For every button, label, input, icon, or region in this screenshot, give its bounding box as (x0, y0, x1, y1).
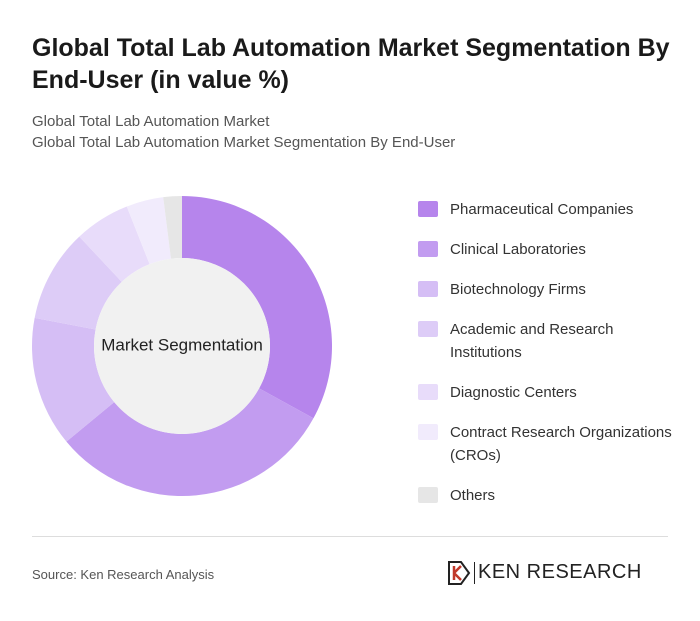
legend-item: Contract Research Organizations (CROs) (418, 421, 678, 467)
legend-label: Diagnostic Centers (450, 384, 577, 401)
legend-swatch (418, 321, 438, 337)
center-label: Market Segmentation (101, 335, 263, 354)
donut-slice (163, 196, 182, 259)
legend-label: Pharmaceutical Companies (450, 201, 634, 218)
legend-item: Others (418, 484, 678, 507)
brand-separator (474, 562, 475, 584)
legend-label: Academic and Research Institutions (450, 321, 614, 361)
legend-label: Biotechnology Firms (450, 281, 586, 298)
donut-chart: Market Segmentation (32, 196, 333, 496)
donut-slice (32, 317, 115, 442)
donut-slice (79, 206, 150, 282)
legend-swatch (418, 201, 438, 217)
chart-title: Global Total Lab Automation Market Segme… (32, 34, 670, 94)
legend-swatch (418, 241, 438, 257)
donut-hole (94, 258, 270, 434)
donut-slice (34, 236, 122, 330)
subtitle: Global Total Lab Automation Market Segme… (32, 134, 456, 151)
legend-item: Biotechnology Firms (418, 278, 678, 301)
donut-slice (126, 197, 171, 265)
legend-item: Academic and Research Institutions (418, 318, 678, 364)
donut-slice (182, 196, 333, 419)
divider (32, 536, 668, 537)
legend-swatch (418, 424, 438, 440)
legend-swatch (418, 487, 438, 503)
legend-swatch (418, 281, 438, 297)
legend-item: Pharmaceutical Companies (418, 198, 678, 221)
brand-icon (448, 561, 471, 585)
legend-item: Diagnostic Centers (418, 381, 678, 404)
source: Source: Ken Research Analysis (32, 567, 215, 582)
legend-swatch (418, 384, 438, 400)
legend-label: Clinical Laboratories (450, 241, 586, 258)
legend: Pharmaceutical Companies Clinical Laborat… (418, 198, 678, 524)
legend-label: Contract Research Organizations (CROs) (450, 424, 672, 464)
legend-item: Clinical Laboratories (418, 238, 678, 261)
brand: KEN RESEARCH (478, 561, 642, 583)
legend-label: Others (450, 487, 496, 504)
donut-slice (66, 388, 314, 496)
subtitle: Global Total Lab Automation Market (32, 113, 270, 130)
